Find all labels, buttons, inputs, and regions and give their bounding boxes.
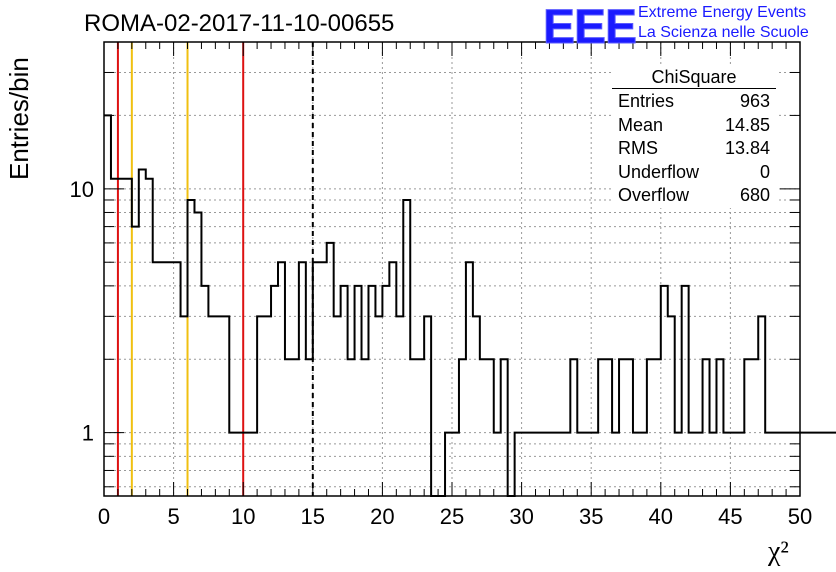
- histogram-series: [104, 114, 836, 497]
- x-tick-label: 0: [98, 504, 110, 529]
- stats-value: 13.84: [724, 138, 770, 158]
- stats-row-overflow: Overflow 680: [612, 184, 776, 208]
- x-tick-label: 35: [579, 504, 603, 529]
- x-tick-label: 15: [301, 504, 325, 529]
- stats-label: Mean: [618, 114, 664, 135]
- stats-row-mean: Mean 14.85: [612, 114, 776, 138]
- stats-label: Entries: [618, 91, 675, 111]
- stats-row-underflow: Underflow 0: [612, 161, 776, 185]
- stats-label: RMS: [618, 138, 658, 158]
- logo-caption-line1: Extreme Energy Events: [638, 4, 807, 21]
- stats-value: 14.85: [724, 114, 770, 135]
- stats-label: Underflow: [618, 161, 700, 182]
- x-tick-label: 50: [788, 504, 812, 529]
- eee-logo: EEE: [542, 1, 637, 55]
- x-tick-label: 5: [167, 504, 179, 529]
- stats-box: ChiSquare Entries 963 Mean 14.85 RMS 13.84 …: [612, 66, 776, 208]
- x-tick-label: 10: [231, 504, 255, 529]
- x-tick-label: 20: [370, 504, 394, 529]
- stats-value: 963: [739, 91, 770, 111]
- logo-caption-line2: La Scienza nelle Scuole: [638, 24, 809, 41]
- y-axis-label: Entries/bin: [4, 57, 34, 180]
- y-tick-label: 1: [82, 421, 94, 446]
- chart-title: ROMA-02-2017-11-10-00655: [84, 10, 395, 37]
- stats-title: ChiSquare: [612, 66, 776, 89]
- x-axis-label: χ²: [768, 536, 789, 567]
- x-tick-label: 25: [440, 504, 464, 529]
- x-tick-label: 40: [649, 504, 673, 529]
- y-tick-label: 10: [70, 177, 94, 202]
- stats-label: Overflow: [618, 185, 690, 205]
- x-tick-label: 45: [718, 504, 742, 529]
- stats-value: 0: [759, 161, 770, 182]
- stats-row-entries: Entries 963: [612, 90, 776, 114]
- x-tick-label: 30: [509, 504, 533, 529]
- stats-value: 680: [739, 185, 770, 205]
- stats-row-rms: RMS 13.84: [612, 137, 776, 161]
